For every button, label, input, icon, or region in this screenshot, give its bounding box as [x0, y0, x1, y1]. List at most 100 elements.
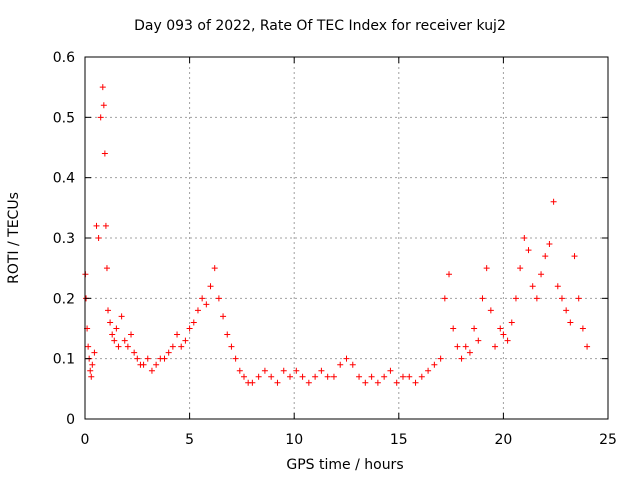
- data-point: [483, 265, 490, 272]
- data-point: [124, 343, 131, 350]
- x-tick-label: 15: [390, 432, 408, 448]
- data-point: [236, 367, 243, 374]
- data-point: [575, 295, 582, 302]
- x-tick-label: 20: [494, 432, 512, 448]
- y-tick-label: 0.4: [53, 171, 75, 187]
- data-point: [103, 265, 110, 272]
- data-point: [349, 361, 356, 368]
- y-tick-label: 0.5: [53, 110, 75, 126]
- data-point: [140, 361, 147, 368]
- x-tick-label: 5: [185, 432, 194, 448]
- data-point: [128, 331, 135, 338]
- data-point: [134, 355, 141, 362]
- data-point: [115, 343, 122, 350]
- data-point: [446, 271, 453, 278]
- data-point: [368, 373, 375, 380]
- data-point: [500, 331, 507, 338]
- data-points: [82, 84, 591, 386]
- data-point: [211, 265, 218, 272]
- data-point: [249, 379, 256, 386]
- data-point: [215, 295, 222, 302]
- chart-title: Day 093 of 2022, Rate Of TEC Index for r…: [134, 18, 506, 34]
- data-point: [121, 337, 128, 344]
- data-point: [525, 247, 532, 254]
- data-point: [261, 367, 268, 374]
- data-point: [153, 361, 160, 368]
- data-point: [199, 295, 206, 302]
- data-point: [240, 373, 247, 380]
- data-point: [203, 301, 210, 308]
- data-point: [312, 373, 319, 380]
- data-point: [418, 373, 425, 380]
- data-point: [479, 295, 486, 302]
- data-point: [305, 379, 312, 386]
- data-point: [190, 319, 197, 326]
- data-point: [165, 349, 172, 356]
- data-point: [571, 253, 578, 260]
- data-point: [550, 198, 557, 205]
- data-point: [542, 253, 549, 260]
- y-tick-label: 0.1: [53, 352, 75, 368]
- data-point: [85, 343, 92, 350]
- data-point: [508, 319, 515, 326]
- data-point: [228, 343, 235, 350]
- data-point: [362, 379, 369, 386]
- data-point: [330, 373, 337, 380]
- data-point: [412, 379, 419, 386]
- x-axis-label: GPS time / hours: [286, 457, 404, 473]
- data-point: [207, 283, 214, 290]
- y-tick-label: 0.6: [53, 50, 75, 66]
- data-point: [521, 235, 528, 241]
- data-point: [374, 379, 381, 386]
- data-point: [471, 325, 478, 332]
- data-point: [406, 373, 413, 380]
- data-point: [454, 343, 461, 350]
- data-point: [299, 373, 306, 380]
- data-point: [280, 367, 287, 374]
- data-point: [462, 343, 469, 350]
- data-point: [220, 313, 227, 320]
- data-point: [431, 361, 438, 368]
- data-point: [437, 355, 444, 362]
- y-tick-label: 0.2: [53, 291, 75, 307]
- data-point: [287, 373, 294, 380]
- data-point: [487, 307, 494, 314]
- data-point: [88, 373, 95, 380]
- data-point: [224, 331, 231, 338]
- data-point: [186, 325, 193, 332]
- data-point: [567, 319, 574, 326]
- data-point: [161, 355, 168, 362]
- data-point: [337, 361, 344, 368]
- data-point: [466, 349, 473, 356]
- x-tick-label: 25: [599, 432, 617, 448]
- data-point: [182, 337, 189, 344]
- data-point: [293, 367, 300, 374]
- data-point: [563, 307, 570, 314]
- x-tick-label: 0: [81, 432, 90, 448]
- data-point: [584, 343, 591, 350]
- data-point: [324, 373, 331, 380]
- data-point: [268, 373, 275, 380]
- data-point: [492, 343, 499, 350]
- data-point: [89, 361, 96, 368]
- data-point: [144, 355, 151, 362]
- data-point: [399, 373, 406, 380]
- data-point: [148, 367, 155, 374]
- data-point: [255, 373, 262, 380]
- data-point: [475, 337, 482, 344]
- data-point: [529, 283, 536, 290]
- data-point: [450, 325, 457, 332]
- data-point: [381, 373, 388, 380]
- data-point: [497, 325, 504, 332]
- data-point: [100, 102, 107, 109]
- axis-ticks: 0 5 10 15 20 25 0 0.1 0.2 0.3 0.4 0.5 0.6: [53, 50, 617, 448]
- data-point: [194, 307, 201, 314]
- data-point: [441, 295, 448, 302]
- data-point: [512, 295, 519, 302]
- data-point: [101, 150, 108, 157]
- data-point: [169, 343, 176, 350]
- data-point: [105, 307, 112, 314]
- data-point: [93, 222, 100, 229]
- data-point: [517, 265, 524, 272]
